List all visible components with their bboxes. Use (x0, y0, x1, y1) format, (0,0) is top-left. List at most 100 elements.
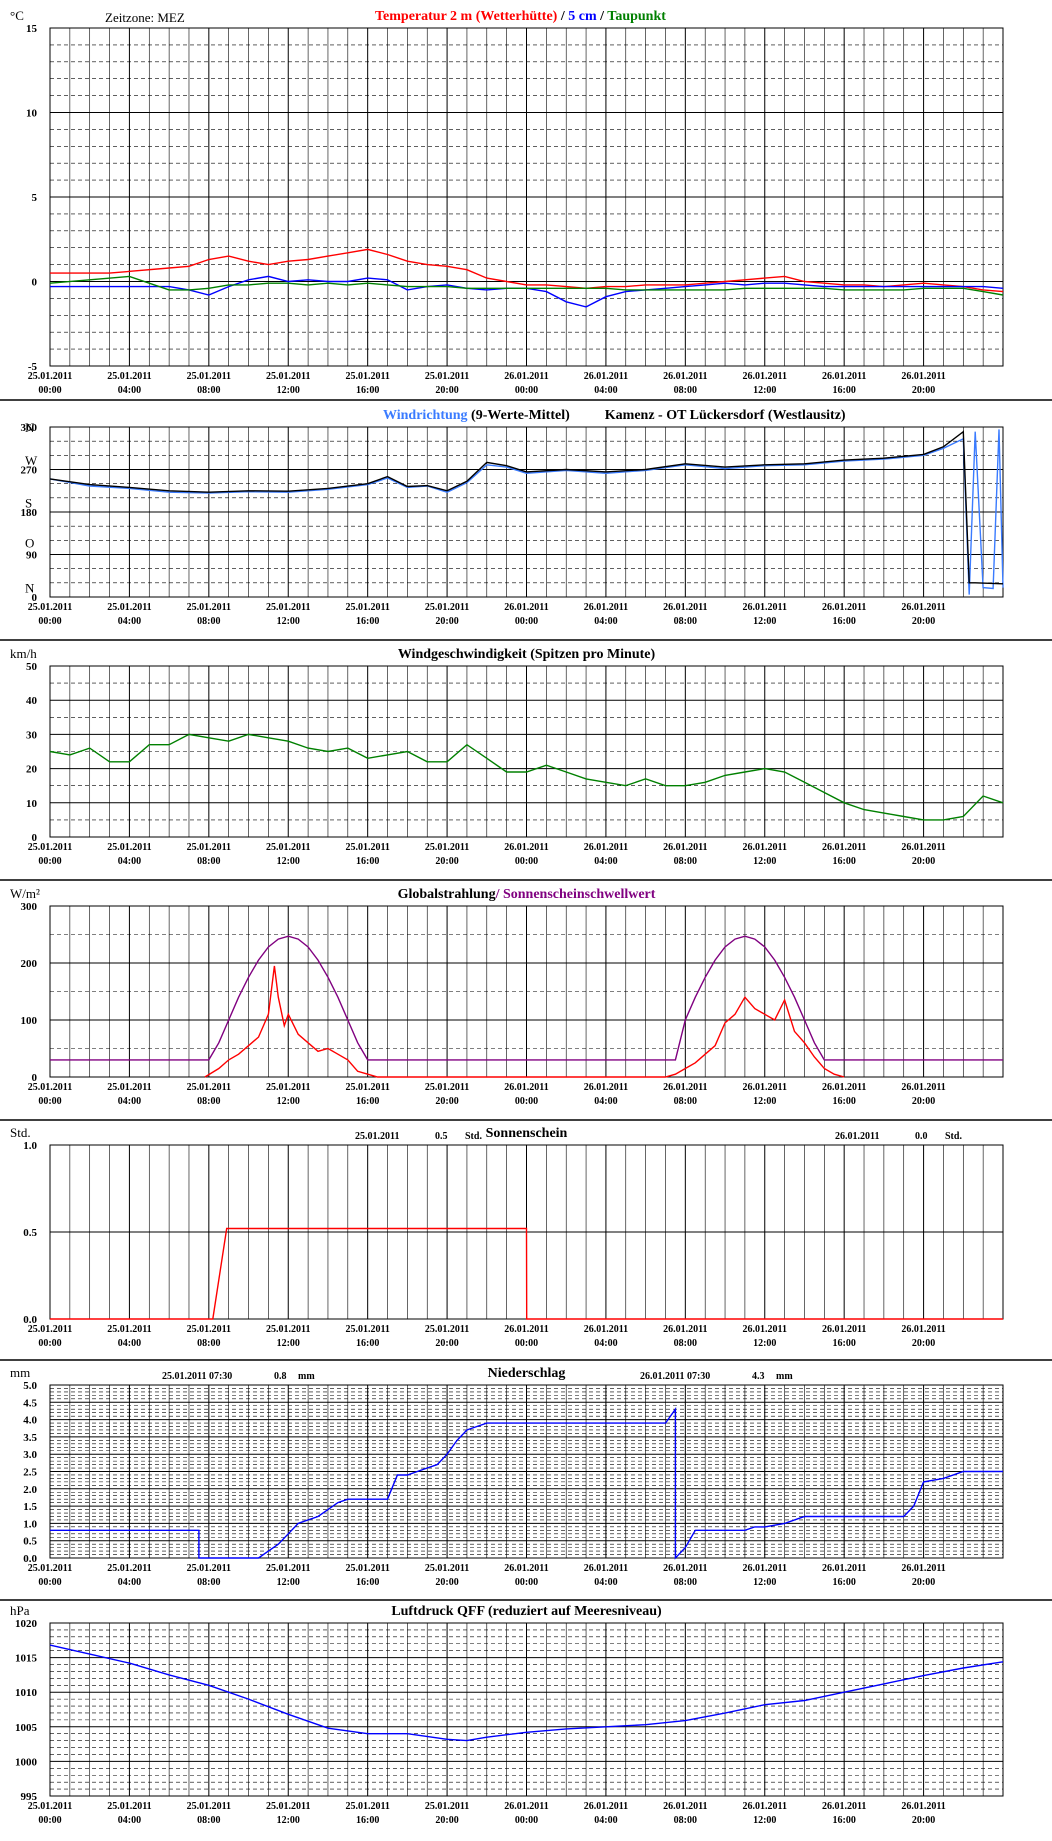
x-tick-time: 00:00 (38, 616, 61, 627)
x-tick-time: 00:00 (38, 856, 61, 867)
x-tick-time: 20:00 (435, 856, 458, 867)
title-part: / Sonnenscheinschwellwert (495, 887, 656, 902)
y-tick-label: 0.0 (23, 1553, 37, 1565)
title-part: Globalstrahlung (398, 887, 496, 902)
x-tick-time: 12:00 (277, 1096, 300, 1107)
y-tick-label: 0 (32, 832, 38, 844)
y-tick-label: 1000 (15, 1756, 38, 1768)
chart-title: Windgeschwindigkeit (Spitzen pro Minute) (398, 647, 656, 662)
x-tick-time: 20:00 (435, 1577, 458, 1588)
x-tick-time: 16:00 (832, 1338, 855, 1349)
x-tick-time: 04:00 (118, 1815, 141, 1826)
x-tick-time: 00:00 (515, 856, 538, 867)
plot-frame (49, 426, 1004, 598)
x-tick-date: 25.01.2011 (107, 1082, 151, 1093)
y-tick-label: 10 (26, 108, 38, 120)
x-tick-date: 26.01.2011 (901, 1082, 945, 1093)
x-tick-date: 25.01.2011 (28, 1324, 72, 1335)
x-tick-time: 12:00 (753, 856, 776, 867)
x-tick-date: 26.01.2011 (743, 1563, 787, 1574)
note-value: 0.5 (435, 1131, 448, 1142)
x-tick-date: 25.01.2011 (266, 371, 310, 382)
title-part: Temperatur 2 m (Wetterhütte) (375, 9, 558, 24)
title-part: Windrichtung (383, 408, 468, 423)
x-tick-date: 25.01.2011 (345, 371, 389, 382)
note-date: 26.01.2011 (835, 1131, 879, 1142)
x-tick-date: 26.01.2011 (743, 1324, 787, 1335)
x-tick-time: 12:00 (277, 385, 300, 396)
timezone-label: Zeitzone: MEZ (105, 10, 185, 25)
x-tick-date: 26.01.2011 (822, 1082, 866, 1093)
x-tick-date: 26.01.2011 (504, 602, 548, 613)
x-tick-date: 25.01.2011 (107, 1563, 151, 1574)
y-tick-label: 360 (21, 422, 38, 434)
unit-label: hPa (10, 1603, 30, 1618)
x-tick-time: 08:00 (197, 1577, 220, 1588)
x-tick-date: 25.01.2011 (187, 1082, 231, 1093)
x-tick-date: 25.01.2011 (28, 1082, 72, 1093)
x-tick-date: 25.01.2011 (266, 602, 310, 613)
y-tick-label: 3.5 (23, 1432, 37, 1444)
x-tick-date: 25.01.2011 (187, 1801, 231, 1812)
x-tick-time: 16:00 (832, 1577, 855, 1588)
y-tick-label: 1005 (15, 1722, 38, 1734)
x-tick-time: 08:00 (197, 385, 220, 396)
title-part: (9-Werte-Mittel) (468, 408, 571, 423)
x-tick-date: 25.01.2011 (425, 842, 469, 853)
x-tick-time: 20:00 (435, 1815, 458, 1826)
x-tick-time: 04:00 (594, 856, 617, 867)
series-line-precipitation-0 (50, 1407, 1003, 1560)
x-tick-time: 08:00 (674, 1338, 697, 1349)
x-tick-time: 12:00 (277, 1815, 300, 1826)
note-date: 26.01.2011 07:30 (640, 1371, 710, 1382)
series-line-wind-direction-1 (49, 430, 1004, 585)
series-line-global-radiation-1 (204, 965, 845, 1078)
x-tick-time: 16:00 (356, 385, 379, 396)
x-tick-time: 04:00 (118, 856, 141, 867)
note-date: 25.01.2011 07:30 (162, 1371, 232, 1382)
x-tick-time: 20:00 (435, 1338, 458, 1349)
x-tick-date: 26.01.2011 (504, 371, 548, 382)
series-line-temperature-1 (50, 275, 1004, 308)
plot-frame (49, 27, 1004, 367)
unit-label: km/h (10, 646, 37, 661)
x-tick-time: 12:00 (753, 1815, 776, 1826)
x-tick-time: 08:00 (674, 385, 697, 396)
x-tick-time: 00:00 (38, 385, 61, 396)
x-tick-date: 26.01.2011 (901, 602, 945, 613)
x-tick-time: 04:00 (594, 1577, 617, 1588)
x-tick-time: 12:00 (753, 616, 776, 627)
note-unit: mm (298, 1371, 315, 1382)
series-line-wind-speed-0 (49, 733, 1004, 821)
x-tick-time: 00:00 (38, 1815, 61, 1826)
y-tick-label: 40 (26, 695, 38, 707)
x-tick-time: 00:00 (515, 1815, 538, 1826)
y-tick-label: 0.5 (23, 1227, 37, 1239)
x-tick-time: 16:00 (356, 616, 379, 627)
x-tick-time: 04:00 (594, 1096, 617, 1107)
x-tick-date: 26.01.2011 (584, 842, 628, 853)
x-tick-time: 12:00 (753, 385, 776, 396)
note-value: 4.3 (752, 1371, 765, 1382)
x-tick-time: 16:00 (832, 1096, 855, 1107)
x-tick-time: 04:00 (594, 385, 617, 396)
x-tick-date: 25.01.2011 (425, 1563, 469, 1574)
x-tick-time: 00:00 (515, 385, 538, 396)
x-tick-time: 12:00 (753, 1338, 776, 1349)
x-tick-time: 12:00 (753, 1096, 776, 1107)
note-value: 0.8 (274, 1371, 287, 1382)
x-tick-date: 25.01.2011 (107, 371, 151, 382)
x-tick-time: 12:00 (277, 616, 300, 627)
x-tick-date: 26.01.2011 (504, 842, 548, 853)
x-tick-date: 25.01.2011 (107, 842, 151, 853)
compass-label: O (25, 536, 34, 551)
y-tick-label: 300 (21, 901, 38, 913)
x-tick-time: 12:00 (277, 856, 300, 867)
y-tick-label: 2.5 (23, 1467, 37, 1479)
y-tick-label: 2.0 (23, 1484, 37, 1496)
x-tick-date: 26.01.2011 (663, 1082, 707, 1093)
x-tick-time: 08:00 (674, 856, 697, 867)
title-part: Windgeschwindigkeit (Spitzen pro Minute) (398, 647, 656, 662)
x-tick-time: 04:00 (118, 1096, 141, 1107)
